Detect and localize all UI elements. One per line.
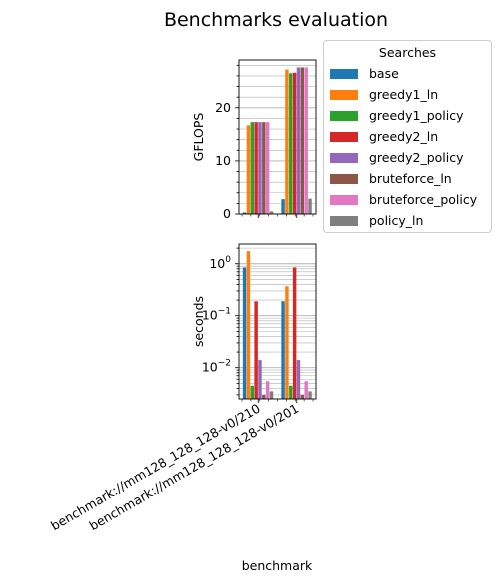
legend-label: bruteforce_ln [369,171,452,186]
legend-swatch [330,69,358,79]
legend-label: policy_ln [369,213,423,228]
bar [251,386,254,399]
bar [254,301,257,399]
y-tick-label: 100 [209,255,231,271]
bar [285,286,288,399]
legend-swatch [330,216,358,226]
legend-label: greedy2_policy [369,150,464,165]
y-axis-label: GFLOPS [191,113,206,162]
bar [285,70,288,214]
x-tick-label: benchmark://mm128_128_128-v0/210 [48,401,263,534]
bar [289,386,292,399]
legend-label: greedy1_policy [369,108,464,123]
bar [258,122,261,214]
bar [258,360,261,399]
bar [266,122,269,214]
x-axis-label: benchmark [242,558,313,573]
legend-swatch [330,195,358,205]
y-tick-label: 10 [215,153,231,168]
legend-label: greedy2_ln [369,129,438,144]
legend-swatch [330,90,358,100]
bar [308,199,311,214]
bar [304,67,307,214]
y-axis-label: seconds [191,296,206,347]
bar [262,395,265,399]
legend-swatch [330,174,358,184]
bar [297,360,300,399]
legend-title: Searches [324,45,491,60]
bar [293,267,296,399]
bar [308,391,311,399]
bar [301,67,304,214]
legend-label: greedy1_ln [369,87,438,102]
y-tick-label: 20 [215,100,231,115]
y-tick-label: 0 [223,206,231,221]
bar [243,267,246,399]
legend-swatch [330,111,358,121]
bar [281,301,284,399]
gflops-subplot: 0 10 20 GFLOPS [191,60,316,221]
bar [266,381,269,399]
bar [247,251,250,399]
bar [262,122,265,214]
seconds-subplot: 10−2 10−1 100 seconds benchmark://mm128_128_… [48,244,316,533]
legend-swatch [330,132,358,142]
bar [270,391,273,399]
bar [297,67,300,214]
legend-label: base [369,66,399,81]
bar [293,73,296,214]
bar [289,73,292,214]
legend-swatch [330,153,358,163]
x-tick-label: benchmark://mm128_128_128-v0/201 [87,401,302,534]
y-tick-label: 10−2 [202,359,231,375]
bar [304,381,307,399]
figure-title: Benchmarks evaluation [164,9,388,31]
bar [254,122,257,214]
legend-label: bruteforce_policy [369,192,477,207]
bar [281,199,284,214]
bar [301,395,304,399]
y-tick-label: 10−1 [202,307,231,323]
bar [247,125,250,214]
bar [251,122,254,214]
